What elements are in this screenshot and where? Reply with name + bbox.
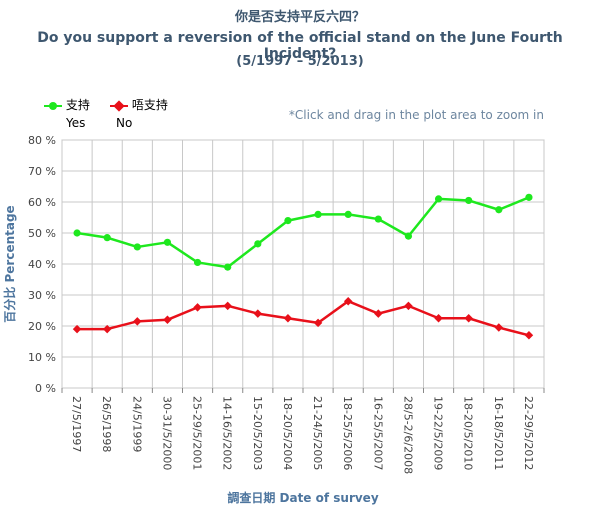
data-point-no[interactable] [313, 318, 323, 328]
x-axis-title: 調查日期 Date of survey [227, 490, 378, 505]
series-line-yes[interactable] [76, 196, 530, 269]
legend-marker-yes-icon [44, 101, 62, 110]
data-point-no[interactable] [464, 314, 473, 323]
data-point-yes[interactable] [495, 206, 503, 214]
x-tick-label: 18-25/5/2006 [341, 396, 354, 470]
data-point-yes[interactable] [525, 193, 533, 201]
data-point-no[interactable] [524, 331, 534, 340]
data-point-yes[interactable] [284, 217, 292, 225]
x-tick-label: 27/5/1997 [70, 396, 83, 452]
y-tick-label: 0 % [35, 382, 56, 395]
data-point-yes[interactable] [254, 240, 262, 248]
x-axis-ticks: 27/5/1997 26/5/1998 24/5/1999 30-31/5/2000 2… [70, 396, 535, 474]
data-point-no[interactable] [494, 323, 504, 332]
zoom-hint: *Click and drag in the plot area to zoom… [288, 108, 544, 122]
data-point-no[interactable] [133, 317, 142, 326]
legend-sublabel-yes: Yes [66, 116, 86, 130]
data-point-no[interactable] [72, 324, 82, 334]
x-tick-label: 18-20/5/2004 [281, 396, 294, 470]
legend-marker-no-icon [110, 99, 128, 112]
chart-period: (5/1997 – 5/2013) [236, 54, 364, 69]
data-point-yes[interactable] [465, 196, 473, 205]
y-axis-title: 百分比 Percentage [2, 205, 17, 322]
data-point-no[interactable] [404, 301, 413, 311]
legend-label-no: 唔支持 [131, 98, 168, 112]
x-tick-label: 14-16/5/2002 [221, 396, 234, 470]
x-tick-label: 19-22/5/2009 [432, 396, 445, 470]
y-tick-label: 20 % [28, 320, 56, 333]
y-tick-label: 50 % [28, 227, 56, 240]
x-tick-label: 28/5-2/6/2008 [401, 396, 414, 474]
data-point-no[interactable] [434, 314, 443, 323]
x-tick-label: 21-24/5/2005 [311, 396, 324, 470]
legend-label-yes: 支持 [65, 98, 90, 112]
y-tick-label: 60 % [28, 196, 56, 209]
y-tick-label: 70 % [28, 165, 56, 178]
legend-sublabel-no: No [116, 116, 133, 130]
x-tick-label: 16-25/5/2007 [371, 396, 384, 470]
data-point-no[interactable] [163, 315, 172, 325]
data-point-yes[interactable] [314, 210, 322, 218]
data-point-yes[interactable] [374, 215, 382, 223]
data-point-yes[interactable] [344, 210, 352, 218]
data-point-yes[interactable] [133, 243, 141, 251]
data-point-no[interactable] [283, 314, 293, 323]
chart-subtitle: Do you support a reversion of the offici… [37, 30, 563, 62]
x-tick-label: 26/5/1998 [100, 396, 113, 452]
data-point-no[interactable] [223, 301, 232, 311]
x-tick-label: 25-29/5/2001 [191, 396, 204, 470]
series-line-no[interactable] [77, 299, 530, 337]
data-point-no[interactable] [102, 324, 112, 334]
y-tick-label: 40 % [28, 258, 56, 271]
data-point-yes[interactable] [404, 232, 413, 240]
data-point-yes[interactable] [103, 234, 111, 242]
x-tick-label: 22-29/5/2012 [522, 396, 535, 470]
x-tick-label: 15-20/5/2003 [251, 396, 264, 470]
x-tick-label: 16-18/5/2011 [492, 396, 505, 470]
data-point-yes[interactable] [193, 258, 202, 267]
x-tick-label: 24/5/1999 [130, 396, 143, 452]
legend-item-no[interactable]: 唔支持 [110, 96, 168, 113]
series-layer[interactable] [72, 193, 534, 340]
y-axis-ticks: 0 % 10 % 20 % 30 % 40 % 50 % 60 % 70 % 80 % [28, 134, 56, 395]
data-point-no[interactable] [343, 296, 353, 306]
x-tick-label: 30-31/5/2000 [160, 396, 173, 470]
x-tick-label: 18-20/5/2010 [462, 396, 475, 470]
data-point-yes[interactable] [73, 229, 81, 237]
data-point-no[interactable] [253, 309, 263, 318]
data-point-no[interactable] [374, 309, 383, 318]
grid-lines [61, 139, 545, 393]
data-point-no[interactable] [193, 303, 202, 312]
data-point-yes[interactable] [434, 195, 443, 203]
legend-item-yes[interactable]: 支持 [44, 96, 90, 113]
y-tick-label: 30 % [28, 289, 56, 302]
y-tick-label: 80 % [28, 134, 56, 147]
y-tick-label: 10 % [28, 351, 56, 364]
chart-title: 你是否支持平反六四？ [234, 10, 365, 25]
data-point-yes[interactable] [163, 238, 172, 246]
data-point-yes[interactable] [224, 263, 232, 271]
